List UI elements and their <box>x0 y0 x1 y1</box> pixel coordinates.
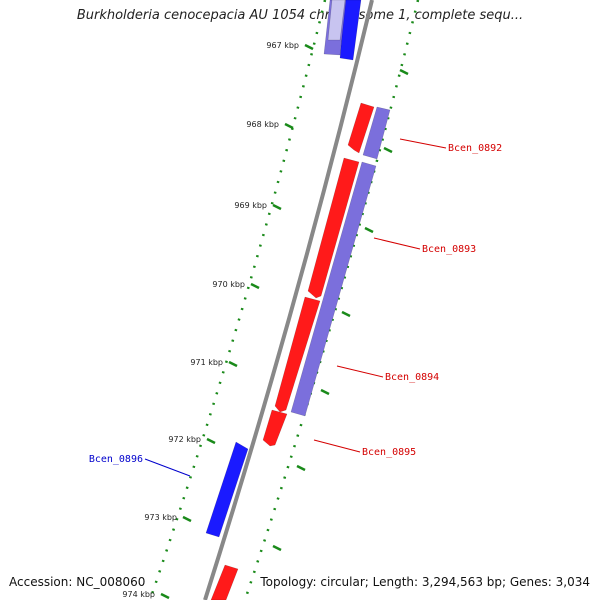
gene-label-bcen-0896[interactable]: Bcen_0896 <box>89 454 143 465</box>
outer-major-tick <box>364 226 374 234</box>
tick-label: 973 kbp <box>144 513 177 522</box>
major-tick <box>284 122 294 130</box>
gene-label-leader <box>373 237 421 250</box>
backbone-line <box>203 0 374 600</box>
inner-tick-ruler <box>148 0 327 600</box>
tick-label: 968 kbp <box>246 120 279 129</box>
cds-feature-bcen-0894 <box>274 296 321 413</box>
outer-major-tick <box>399 68 409 76</box>
cds-feature-bcen-0896 <box>205 441 249 538</box>
gene-label-leader <box>144 458 191 477</box>
gene-label-bcen-0895[interactable]: Bcen_0895 <box>362 447 416 458</box>
outer-major-tick <box>383 146 393 154</box>
major-tick <box>182 515 192 523</box>
genome-info-text: Topology: circular; Length: 3,294,563 bp… <box>260 575 590 589</box>
gene-labels: Bcen_0892 Bcen_0893 Bcen_0894 Bcen_0895 Bcen… <box>89 138 502 477</box>
sequence-title: Burkholderia cenocepacia AU 1054 chromos… <box>76 8 524 23</box>
tick-label: 971 kbp <box>190 358 223 367</box>
major-tick <box>250 282 260 290</box>
tick-ruler: 967 kbp 968 kbp 969 kbp 970 kbp 971 kbp 972 k… <box>122 0 420 600</box>
cds-feature-bcen-0893 <box>307 157 360 299</box>
outer-major-tick <box>341 310 351 318</box>
backbone <box>203 0 374 600</box>
gene-label-leader <box>313 439 361 453</box>
gene-label-bcen-0894[interactable]: Bcen_0894 <box>385 372 439 383</box>
cds-feature-purple-1 <box>362 106 391 160</box>
cds-feature-bcen-0892 <box>347 102 375 154</box>
cds-feature-purple-2 <box>290 161 377 417</box>
feature-track <box>205 0 391 600</box>
tick-label: 974 kbp <box>122 590 155 599</box>
gene-label-bcen-0893[interactable]: Bcen_0893 <box>422 244 476 255</box>
cds-feature-bcen-0895 <box>262 409 288 447</box>
outer-major-tick <box>320 388 330 396</box>
major-tick <box>272 203 282 211</box>
accession-text: Accession: NC_008060 <box>9 575 146 589</box>
outer-major-tick <box>272 544 282 552</box>
gene-label-leader <box>399 138 447 149</box>
major-tick <box>160 592 170 600</box>
gene-label-bcen-0892[interactable]: Bcen_0892 <box>448 143 502 154</box>
cds-feature-bottom-red <box>210 564 239 600</box>
tick-label: 970 kbp <box>212 280 245 289</box>
major-tick <box>206 437 216 445</box>
tick-label: 967 kbp <box>266 41 299 50</box>
cds-feature-top-pale <box>327 0 346 41</box>
outer-major-tick <box>296 464 306 472</box>
gene-label-leader <box>336 365 384 378</box>
tick-label: 972 kbp <box>168 435 201 444</box>
tick-label: 969 kbp <box>234 201 267 210</box>
major-tick <box>304 43 314 51</box>
major-tick <box>228 360 238 368</box>
